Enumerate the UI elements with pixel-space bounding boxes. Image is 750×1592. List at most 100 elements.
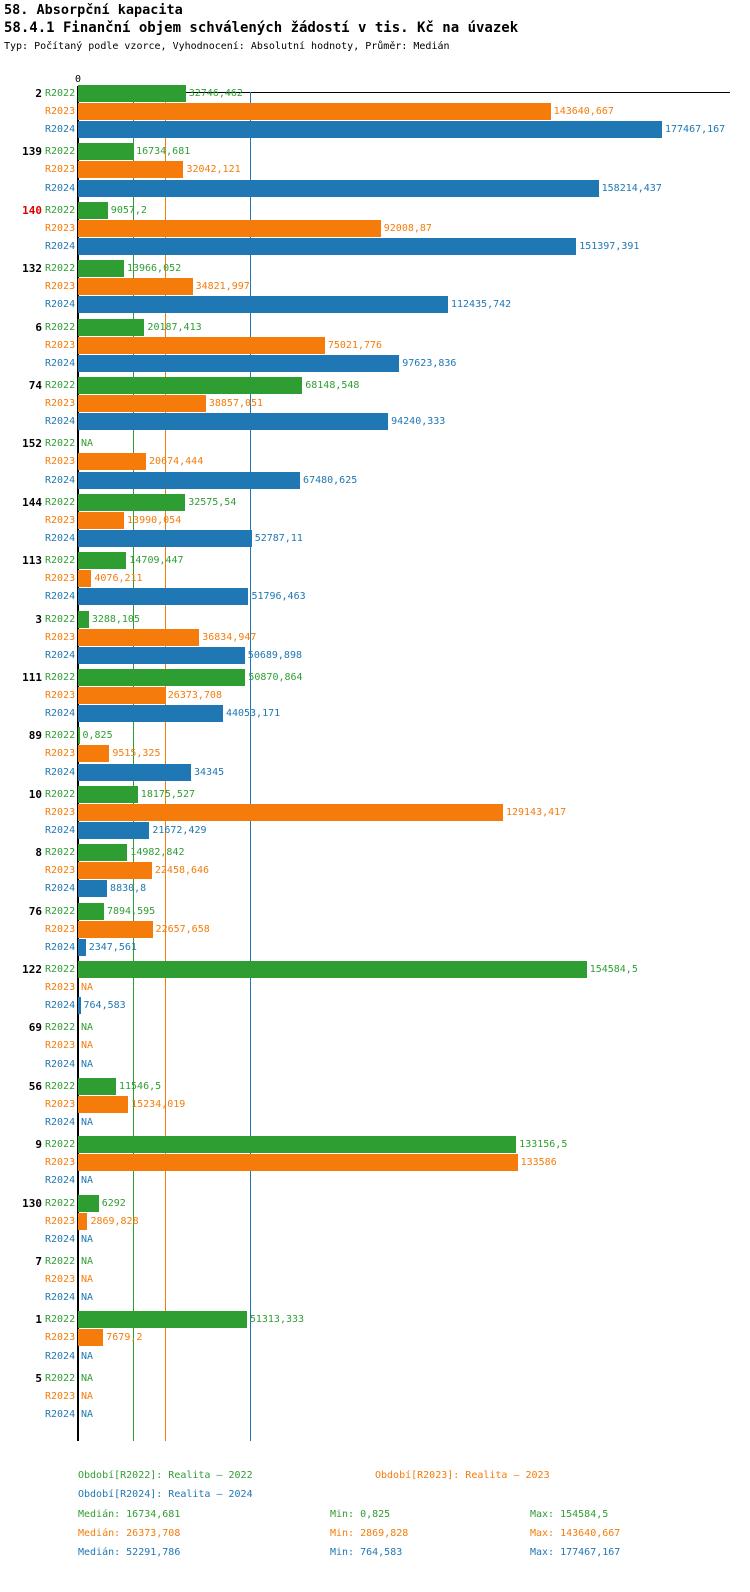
- category-label: 139: [22, 145, 42, 159]
- bar-value-label: 7894,595: [106, 905, 156, 917]
- bar-value-label: 68148,548: [305, 380, 360, 391]
- legend-max-2022: Max: 154584,5: [530, 1509, 609, 1520]
- series-label-2024: R2024: [45, 1000, 76, 1012]
- bar-row: R2024 NA: [0, 1348, 750, 1365]
- series-label-2024: R2024: [45, 182, 76, 194]
- bar-2024[interactable]: [78, 705, 223, 723]
- bar-2023[interactable]: [78, 219, 381, 237]
- bar-2023[interactable]: [78, 920, 153, 938]
- bar-2023[interactable]: [78, 395, 206, 413]
- bar-value-label: 0,825: [82, 730, 113, 742]
- series-label-2023: R2023: [45, 106, 76, 118]
- bar-group: 130 R2022 6292 R2023 2869,828 R2024 NA: [0, 1194, 750, 1253]
- bar-2022[interactable]: [78, 785, 138, 803]
- bar-2023[interactable]: [78, 687, 165, 705]
- bar-2024[interactable]: [78, 821, 150, 839]
- bar-2024[interactable]: [78, 646, 245, 664]
- bar-2023[interactable]: [78, 103, 551, 121]
- bar-2023[interactable]: [78, 745, 110, 763]
- bar-2022[interactable]: [78, 143, 134, 161]
- category-label: 1: [35, 1313, 42, 1327]
- bar-2023[interactable]: [78, 511, 125, 529]
- bar-value-label: 92008,87: [383, 222, 432, 234]
- bar-2023[interactable]: [78, 278, 193, 296]
- bar-value-label: 38857,051: [208, 398, 264, 410]
- bar-row: R2024 44053,171: [0, 705, 750, 723]
- bar-2024[interactable]: [78, 121, 662, 139]
- bar-row: R2022 14709,447: [0, 552, 750, 570]
- bar-2022[interactable]: [78, 377, 303, 394]
- bar-2024[interactable]: [78, 997, 81, 1015]
- bar-row: R2022 9057,2: [0, 201, 750, 219]
- bar-2023[interactable]: [78, 336, 325, 354]
- bar-2022[interactable]: [78, 961, 587, 978]
- bar-2022[interactable]: [78, 902, 104, 920]
- bar-2024[interactable]: [78, 529, 252, 547]
- bar-2023[interactable]: [78, 161, 184, 179]
- bar-2024[interactable]: [78, 413, 389, 431]
- bar-2022[interactable]: [78, 260, 124, 278]
- bar-value-label: 97623,836: [402, 357, 457, 369]
- bar-2022[interactable]: [78, 318, 145, 336]
- legend-entry-2022: Období[R2022]: Realita – 2022: [78, 1470, 253, 1481]
- bar-group: 152 R2022 NA R2023 20674,444 R2024 67480,625: [0, 435, 750, 493]
- bar-value-label: 26373,708: [167, 690, 222, 702]
- bar-group: 111 R2022 50870,864 R2023 26373,708 R2024 4405…: [0, 669, 750, 727]
- bar-value-label: 51796,463: [251, 591, 306, 603]
- bar-2022[interactable]: [78, 669, 246, 686]
- bar-row: R2022 14982,842: [0, 844, 750, 862]
- bar-2024[interactable]: [78, 938, 86, 956]
- bar-na-label: NA: [81, 1408, 94, 1420]
- bar-2024[interactable]: [78, 354, 400, 372]
- bar-2022[interactable]: [78, 1077, 116, 1095]
- legend-max-2024: Max: 177467,167: [530, 1547, 621, 1558]
- bar-2024[interactable]: [78, 296, 448, 314]
- series-label-2024: R2024: [45, 357, 76, 369]
- bar-2024[interactable]: [78, 588, 249, 606]
- bar-2023[interactable]: [78, 628, 200, 646]
- bar-2022[interactable]: [78, 201, 108, 219]
- bar-group: 7 R2022 NA R2023 NA R2024 NA: [0, 1253, 750, 1311]
- legend-median-2022: Medián: 16734,681: [78, 1509, 181, 1520]
- bar-na-label: NA: [81, 1372, 94, 1384]
- bar-2022[interactable]: [78, 1136, 517, 1154]
- bar-2022[interactable]: [78, 1311, 247, 1329]
- series-label-2023: R2023: [45, 514, 76, 526]
- bar-row: R2024 NA: [0, 1056, 750, 1073]
- bar-value-label: 67480,625: [303, 474, 358, 486]
- bar-2022[interactable]: [78, 844, 128, 862]
- bar-2022[interactable]: [78, 552, 127, 570]
- bar-2023[interactable]: [78, 862, 152, 880]
- bar-row: R2024 97623,836: [0, 354, 750, 372]
- bar-2023[interactable]: [78, 570, 92, 588]
- series-label-2022: R2022: [45, 496, 76, 508]
- bar-2022[interactable]: [78, 85, 186, 102]
- bar-2022[interactable]: [78, 610, 89, 628]
- series-label-2024: R2024: [45, 532, 76, 544]
- bar-row: R2023 129143,417: [0, 803, 750, 821]
- bar-2024[interactable]: [78, 763, 192, 781]
- chart-title: 58.4.1 Finanční objem schválených žádost…: [4, 20, 519, 36]
- bar-row: R2024 8830,8: [0, 880, 750, 898]
- bar-2023[interactable]: [78, 1154, 518, 1172]
- bar-2024[interactable]: [78, 237, 577, 255]
- bar-value-label: 9515,325: [112, 748, 161, 760]
- bar-2023[interactable]: [78, 803, 503, 821]
- bar-2023[interactable]: [78, 453, 147, 471]
- bar-row: R2022 NA: [0, 1019, 750, 1036]
- bar-2023[interactable]: [78, 1212, 88, 1230]
- bar-value-label: 129143,417: [505, 806, 567, 818]
- bar-2022[interactable]: [78, 727, 80, 745]
- bar-2022[interactable]: [78, 1194, 99, 1212]
- bar-2023[interactable]: [78, 1095, 129, 1113]
- series-label-2023: R2023: [45, 573, 76, 585]
- series-label-2023: R2023: [45, 398, 76, 410]
- bar-row: R2023 26373,708: [0, 687, 750, 705]
- bar-2022[interactable]: [78, 493, 186, 511]
- bar-2024[interactable]: [78, 471, 301, 489]
- bar-2023[interactable]: [78, 1329, 104, 1347]
- bar-2024[interactable]: [78, 880, 108, 898]
- series-label-2023: R2023: [45, 631, 76, 643]
- bar-row: R2024 34345: [0, 763, 750, 781]
- bar-2024[interactable]: [78, 179, 599, 197]
